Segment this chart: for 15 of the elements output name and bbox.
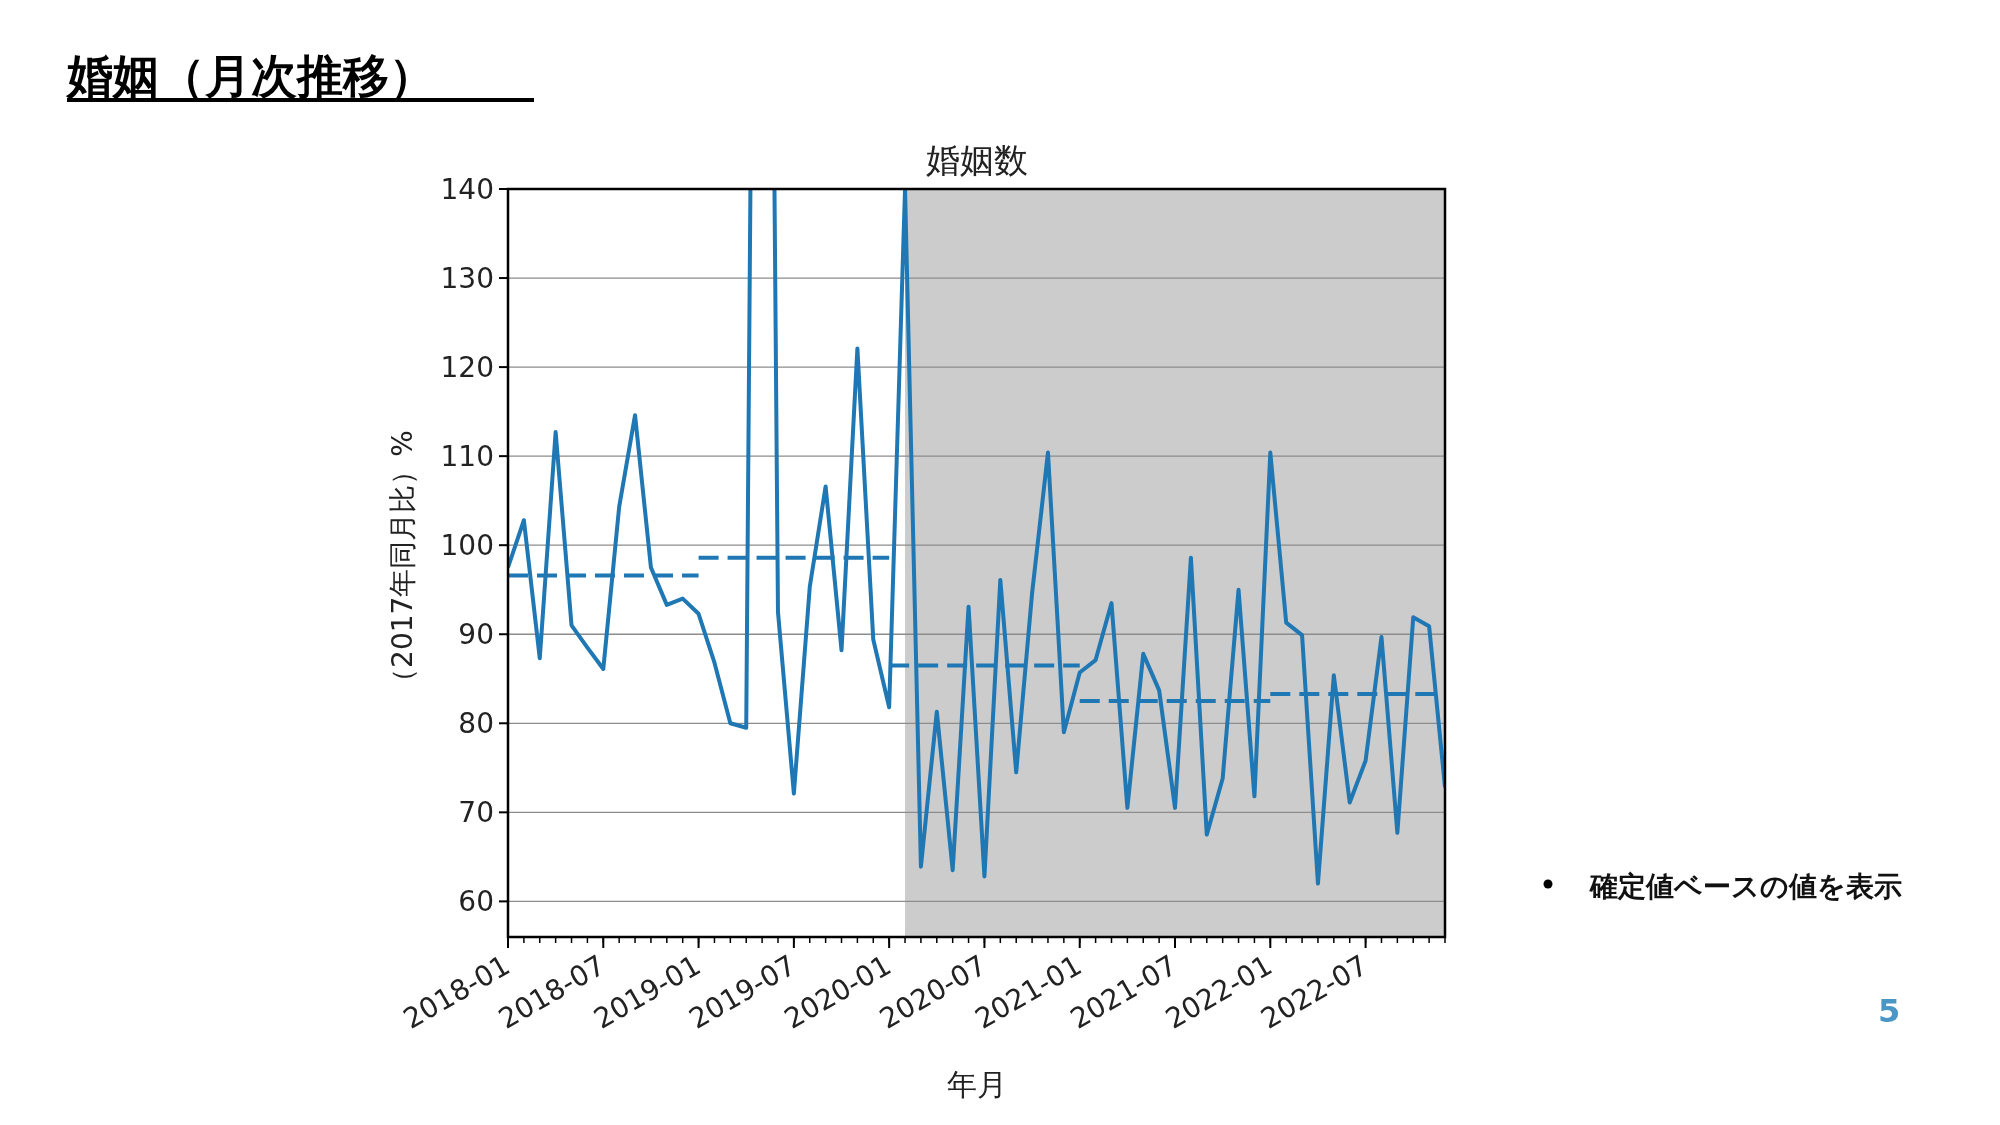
y-tick-label: 90 <box>458 618 494 652</box>
chart-subtitle: 婚姻数 <box>925 140 1028 180</box>
text: 確定値ベースの値を表示 <box>1589 870 1902 903</box>
text: 5 <box>1878 992 1901 1030</box>
y-tick-label: 70 <box>458 796 494 830</box>
y-tick-label: 100 <box>440 529 494 563</box>
y-tick-label: 140 <box>440 173 494 206</box>
y-tick-label: 130 <box>440 262 494 296</box>
y-tick-label: 120 <box>440 351 494 385</box>
chart-title: 婚姻（月次推移） <box>65 49 435 103</box>
y-axis-title: （2017年同月比）% <box>386 430 419 696</box>
y-tick-label: 80 <box>458 707 494 741</box>
y-tick-label: 110 <box>440 440 494 474</box>
x-axis-title: 年月 <box>946 1067 1007 1102</box>
y-tick-label: 60 <box>458 885 494 919</box>
